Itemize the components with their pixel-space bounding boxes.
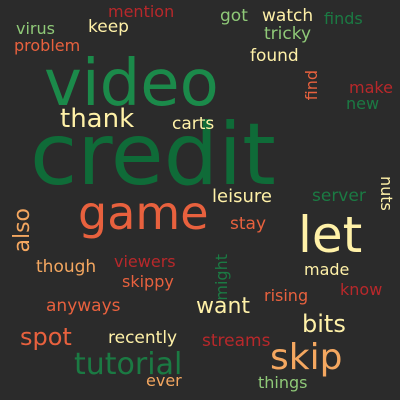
word-leisure: leisure <box>212 186 272 207</box>
word-watch: watch <box>262 6 314 26</box>
word-make: make <box>349 78 393 97</box>
word-ever: ever <box>146 371 182 390</box>
word-skippy: skippy <box>122 272 174 291</box>
word-tricky: tricky <box>264 24 312 44</box>
word-find: find <box>302 70 321 101</box>
word-spot: spot <box>20 323 72 351</box>
word-know: know <box>340 280 383 299</box>
word-might: might <box>212 254 231 301</box>
word-mention: mention <box>108 2 175 21</box>
word-virus: virus <box>16 19 55 38</box>
word-thank: thank <box>60 104 135 134</box>
word-though: though <box>36 257 97 277</box>
word-problem: problem <box>14 36 81 55</box>
word-made: made <box>304 260 350 279</box>
word-nuts: nuts <box>377 176 396 211</box>
word-streams: streams <box>202 331 271 351</box>
word-stay: stay <box>230 214 267 234</box>
word-credit: credit <box>30 105 276 205</box>
word-want: want <box>196 294 251 319</box>
word-anyways: anyways <box>46 296 121 316</box>
word-got: got <box>220 6 248 26</box>
word-viewers: viewers <box>114 252 176 271</box>
word-let: let <box>298 206 363 264</box>
word-finds: finds <box>324 9 363 28</box>
word-new: new <box>346 94 380 113</box>
word-rising: rising <box>264 286 309 305</box>
word-also: also <box>10 208 35 253</box>
word-video: video <box>44 47 219 121</box>
word-keep: keep <box>88 17 129 37</box>
word-skip: skip <box>270 337 343 378</box>
word-bits: bits <box>302 310 346 338</box>
word-server: server <box>312 186 366 206</box>
word-things: things <box>258 373 308 392</box>
word-tutorial: tutorial <box>74 347 183 382</box>
word-carts: carts <box>172 114 215 134</box>
word-recently: recently <box>108 328 178 348</box>
word-game: game <box>78 186 209 240</box>
word-found: found <box>250 46 299 66</box>
